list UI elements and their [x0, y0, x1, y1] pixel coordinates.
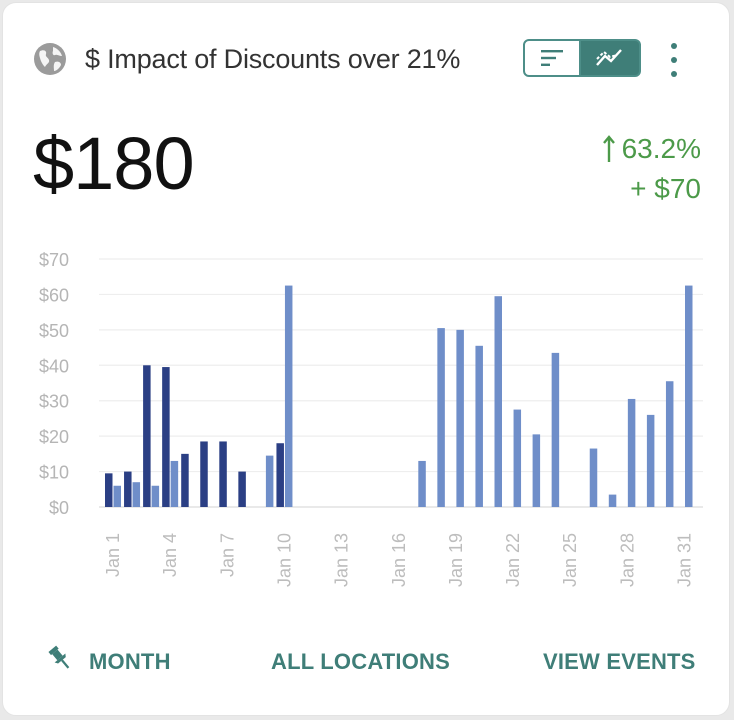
bar: [685, 285, 693, 507]
x-tick-label: Jan 31: [675, 533, 695, 587]
bar: [200, 441, 208, 507]
bar: [181, 453, 189, 507]
bar: [551, 352, 560, 507]
y-tick-label: $60: [39, 285, 69, 305]
bar: [665, 381, 674, 507]
change-summary: 63.2% + $70: [602, 129, 701, 209]
y-tick-label: $30: [39, 392, 69, 412]
card-header: $ Impact of Discounts over 21%: [33, 39, 460, 79]
bar: [238, 471, 246, 507]
x-tick-label: Jan 10: [274, 533, 294, 587]
x-tick-label: Jan 28: [617, 533, 637, 587]
bar: [532, 434, 541, 507]
bar-list-icon: [541, 50, 563, 66]
bar: [456, 329, 464, 507]
bar: [646, 414, 655, 507]
y-tick-label: $10: [39, 463, 69, 483]
events-link[interactable]: VIEW EVENTS: [543, 649, 696, 674]
bar: [132, 482, 141, 507]
bar: [589, 448, 598, 507]
bar: [265, 455, 274, 507]
bar: [494, 296, 502, 507]
bar: [437, 328, 445, 507]
view-toggle: [523, 39, 643, 79]
total-value: $180: [33, 122, 195, 205]
bar-view-button[interactable]: [523, 39, 581, 77]
bar: [113, 485, 121, 507]
arrow-up-icon: [602, 135, 615, 162]
bar: [219, 441, 227, 507]
bar: [151, 485, 160, 507]
y-tick-label: $40: [39, 356, 69, 376]
card-title: $ Impact of Discounts over 21%: [85, 43, 461, 74]
x-tick-label: Jan 7: [217, 533, 237, 577]
line-view-button[interactable]: [581, 39, 641, 77]
pin-icon: [48, 645, 70, 669]
bar: [418, 460, 426, 507]
bar: [143, 365, 151, 507]
x-tick-label: Jan 25: [560, 533, 580, 587]
bar: [162, 367, 170, 507]
bar-chart: $0 $10 $20 $30 $40 $50 $60 $70 Jan 1 Jan 4 Jan 7 Ja…: [39, 250, 703, 587]
change-amount: + $70: [630, 173, 701, 204]
bar: [276, 443, 284, 507]
y-tick-label: $0: [49, 498, 69, 518]
x-tick-label: Jan 22: [503, 533, 523, 587]
bar: [105, 473, 113, 507]
x-tick-label: Jan 4: [160, 533, 180, 577]
locations-link[interactable]: ALL LOCATIONS: [271, 649, 450, 674]
bar: [284, 285, 293, 507]
period-link[interactable]: MONTH: [89, 649, 171, 674]
bar: [475, 345, 483, 507]
x-tick-label: Jan 19: [446, 533, 466, 587]
trend-line-icon: [596, 49, 622, 66]
bar: [170, 460, 179, 507]
y-tick-label: $70: [39, 250, 69, 270]
bar: [124, 471, 132, 507]
bar: [608, 494, 617, 507]
bar: [627, 398, 636, 507]
x-tick-label: Jan 16: [389, 533, 409, 587]
bar: [513, 409, 522, 507]
y-tick-label: $20: [39, 427, 69, 447]
change-percent: 63.2%: [621, 133, 701, 164]
globe-icon[interactable]: [33, 42, 67, 76]
x-tick-label: Jan 1: [103, 533, 123, 577]
card-footer: MONTH ALL LOCATIONS VIEW EVENTS: [3, 643, 729, 683]
x-tick-label: Jan 13: [332, 533, 352, 587]
y-tick-label: $50: [39, 321, 69, 341]
kebab-menu-icon[interactable]: [667, 43, 681, 77]
